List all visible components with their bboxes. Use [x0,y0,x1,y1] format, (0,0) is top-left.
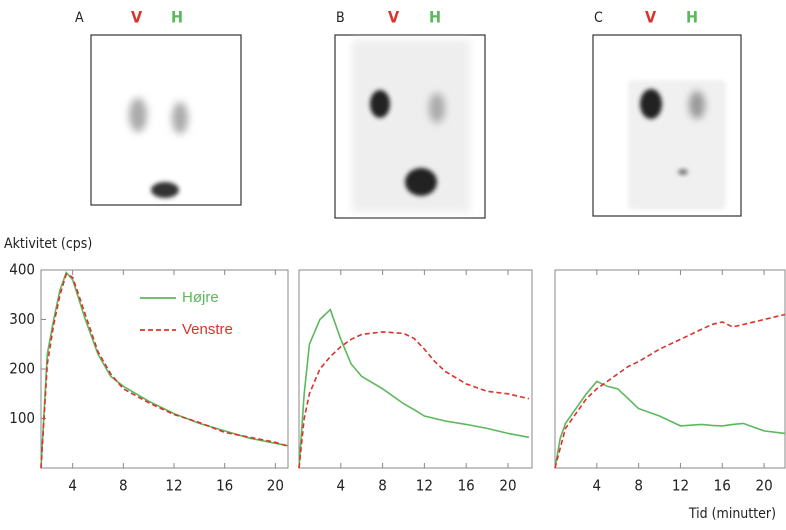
x-tick-label: 4 [336,477,345,495]
side-label: V [131,8,143,27]
y-axis-label: Aktivitet (cps) [4,236,92,252]
x-tick-label: 16 [458,477,475,495]
plot-frame [298,269,533,469]
plot-frame [554,269,786,469]
x-tick-label: 8 [634,477,643,495]
x-tick-label: 20 [267,477,284,495]
x-tick-label: 16 [216,477,233,495]
series-line [40,272,289,469]
x-tick-label: 4 [593,477,602,495]
series-line [554,380,786,469]
side-label: V [388,8,400,27]
panel-label: C [594,10,603,26]
side-label: H [686,8,698,27]
x-tick-label: 8 [378,477,387,495]
x-tick-label: 20 [756,477,773,495]
side-label: H [429,8,441,27]
scan-a [90,34,242,206]
x-tick-label: 12 [672,477,689,495]
side-label: V [645,8,657,27]
x-tick-label: 12 [165,477,182,495]
legend-label: Venstre [182,321,233,338]
x-tick-label: 20 [499,477,516,495]
y-tick-label: 200 [9,360,35,378]
x-tick-label: 4 [68,477,77,495]
x-tick-label: 8 [119,477,128,495]
panel-label: B [336,10,345,26]
scan-b [334,34,486,219]
series-line [298,308,530,469]
series-line [298,331,530,469]
panel-label: A [75,10,84,26]
y-tick-label: 400 [9,261,35,279]
y-tick-label: 300 [9,310,35,328]
legend-label: Højre [182,289,219,306]
x-axis-label: Tid (minutter) [688,506,776,522]
series-line [40,270,289,469]
series-line [554,313,786,469]
x-tick-label: 12 [416,477,433,495]
y-tick-label: 100 [9,409,35,427]
scan-frame [90,34,242,206]
side-label: H [171,8,183,27]
scan-c [592,34,742,217]
x-tick-label: 16 [714,477,731,495]
